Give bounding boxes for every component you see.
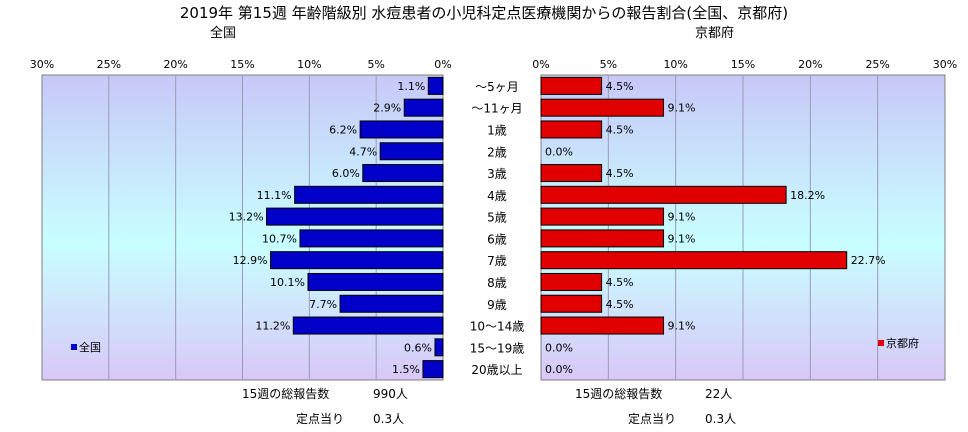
category-label: 1歳 <box>487 123 507 137</box>
national-per-label: 定点当り <box>296 412 345 426</box>
national-data-label: 1.5% <box>392 363 420 376</box>
kyoto-data-label: 0.0% <box>545 145 573 158</box>
national-bar <box>307 272 444 291</box>
kyoto-bar <box>540 251 848 270</box>
kyoto-bar <box>540 164 603 183</box>
national-total-label: 15週の総報告数 <box>242 387 330 401</box>
kyoto-data-label: 9.1% <box>668 102 696 115</box>
national-tick-label: 0% <box>434 58 451 71</box>
kyoto-data-label: 0.0% <box>545 341 573 354</box>
kyoto-tick-label: 15% <box>731 58 755 71</box>
national-data-label: 0.6% <box>404 341 432 354</box>
national-tick-label: 15% <box>230 58 254 71</box>
kyoto-tick-label: 30% <box>933 58 957 71</box>
national-bar <box>362 164 444 183</box>
kyoto-bar <box>540 272 603 291</box>
kyoto-data-label: 9.1% <box>668 211 696 224</box>
national-data-label: 1.1% <box>397 80 425 93</box>
kyoto-bar <box>540 98 665 117</box>
kyoto-bar <box>540 316 665 335</box>
national-data-label: 2.9% <box>373 102 401 115</box>
national-bar <box>379 142 444 161</box>
national-bar <box>266 207 444 226</box>
kyoto-panel-title: 京都府 <box>695 26 735 41</box>
kyoto-data-label: 4.5% <box>606 276 634 289</box>
national-data-label: 12.9% <box>233 254 268 267</box>
national-data-label: 10.7% <box>262 232 297 245</box>
national-legend-label: 全国 <box>79 340 101 354</box>
national-data-label: 7.7% <box>309 298 337 311</box>
kyoto-total-value: 22人 <box>705 387 733 401</box>
national-data-label: 11.2% <box>255 320 290 333</box>
national-tick-label: 10% <box>297 58 321 71</box>
category-label: 5歳 <box>487 211 507 225</box>
category-label: ～11ヶ月 <box>471 102 522 116</box>
national-bar <box>403 98 444 117</box>
category-label: 10～14歳 <box>470 320 525 334</box>
kyoto-tick-label: 25% <box>865 58 889 71</box>
national-bar <box>427 76 444 95</box>
national-tick-label: 5% <box>367 58 384 71</box>
category-label: 4歳 <box>487 189 507 203</box>
national-data-label: 6.2% <box>329 123 357 136</box>
category-label: 7歳 <box>487 254 507 268</box>
kyoto-legend-label: 京都府 <box>886 336 919 350</box>
kyoto-bar <box>540 229 665 248</box>
kyoto-bar <box>540 120 603 139</box>
category-label: 15～19歳 <box>470 341 525 355</box>
category-label: 9歳 <box>487 298 507 312</box>
kyoto-tick-label: 0% <box>532 58 549 71</box>
category-label: 2歳 <box>487 145 507 159</box>
kyoto-per-value: 0.3人 <box>705 412 737 426</box>
national-data-label: 6.0% <box>332 167 360 180</box>
kyoto-data-label: 4.5% <box>606 167 634 180</box>
kyoto-data-label: 4.5% <box>606 123 634 136</box>
kyoto-data-label: 0.0% <box>545 363 573 376</box>
kyoto-data-label: 18.2% <box>790 189 825 202</box>
kyoto-tick-label: 20% <box>798 58 822 71</box>
national-tick-label: 20% <box>163 58 187 71</box>
national-bar <box>359 120 444 139</box>
kyoto-data-label: 22.7% <box>851 254 886 267</box>
national-data-label: 11.1% <box>257 189 292 202</box>
national-data-label: 10.1% <box>270 276 305 289</box>
kyoto-tick-label: 5% <box>600 58 617 71</box>
national-legend-swatch <box>71 344 77 350</box>
category-label: 6歳 <box>487 232 507 246</box>
kyoto-bar <box>540 294 603 313</box>
kyoto-data-label: 4.5% <box>606 80 634 93</box>
kyoto-bar <box>540 185 787 204</box>
category-label: 3歳 <box>487 167 507 181</box>
kyoto-bar <box>540 76 603 95</box>
national-bar <box>270 251 444 270</box>
category-label: 20歳以上 <box>471 363 522 377</box>
kyoto-tick-label: 10% <box>663 58 687 71</box>
kyoto-bar <box>540 207 665 226</box>
kyoto-total-label: 15週の総報告数 <box>575 387 663 401</box>
national-bar <box>339 294 444 313</box>
national-tick-label: 30% <box>30 58 54 71</box>
national-bar <box>294 185 444 204</box>
kyoto-data-label: 9.1% <box>668 320 696 333</box>
kyoto-per-label: 定点当り <box>628 412 677 426</box>
national-bar <box>299 229 444 248</box>
national-data-label: 4.7% <box>349 145 377 158</box>
national-tick-label: 25% <box>97 58 121 71</box>
category-label: ～5ヶ月 <box>475 80 519 94</box>
national-panel-title: 全国 <box>210 26 237 41</box>
national-bar <box>434 338 444 357</box>
national-bar <box>422 360 444 379</box>
national-bar <box>292 316 444 335</box>
national-per-value: 0.3人 <box>373 412 405 426</box>
kyoto-data-label: 9.1% <box>668 232 696 245</box>
national-total-value: 990人 <box>373 387 408 401</box>
kyoto-legend-swatch <box>878 340 884 346</box>
category-label: 8歳 <box>487 276 507 290</box>
kyoto-data-label: 4.5% <box>606 298 634 311</box>
national-data-label: 13.2% <box>229 211 264 224</box>
chart-title: 2019年 第15週 年齢階級別 水痘患者の小児科定点医療機関からの報告割合(全… <box>179 4 789 22</box>
